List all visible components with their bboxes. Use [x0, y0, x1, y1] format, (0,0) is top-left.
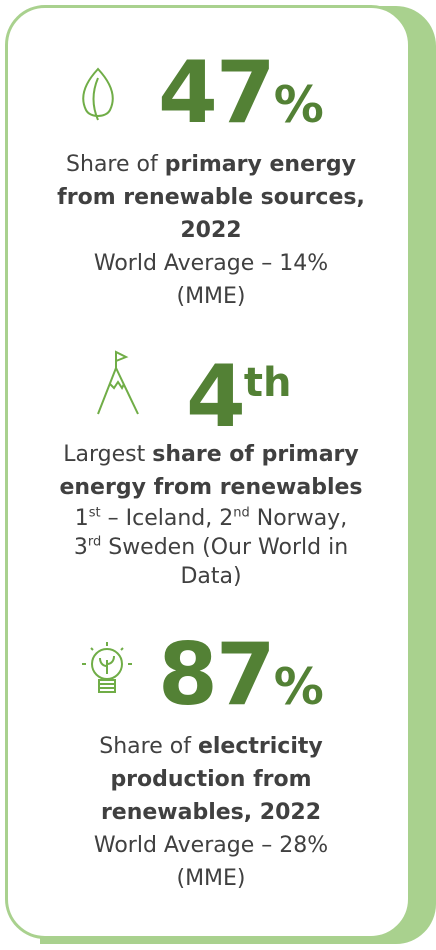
- text-run: share of primary energy from renewables: [59, 442, 363, 500]
- unit: %: [273, 658, 324, 716]
- unit: th: [243, 360, 292, 406]
- stat-item: 87% Share of electricity production from…: [8, 620, 414, 895]
- text-run: 1: [74, 506, 89, 531]
- stat-value: 87%: [158, 620, 324, 754]
- stat-item: 47% Share of primary energy from renewab…: [8, 38, 414, 313]
- stat-value: 4th: [186, 328, 291, 476]
- text-run: electricity production from renewables, …: [100, 734, 323, 825]
- description: Share of electricity production from ren…: [71, 730, 351, 829]
- description: Share of primary energy from renewable s…: [56, 148, 366, 247]
- stat-item: 4th Largest share of primary energy from…: [8, 328, 414, 591]
- mountain-icon: [97, 350, 139, 415]
- value: 4: [186, 347, 246, 447]
- text-run: rd: [87, 534, 102, 550]
- text-run: World Average – 14% (MME): [93, 251, 329, 309]
- value: 47: [158, 43, 276, 143]
- bulb-icon: [82, 642, 132, 693]
- unit: %: [273, 76, 324, 134]
- text-run: Share of: [66, 152, 165, 177]
- text-run: Sweden (Our World in Data): [101, 535, 349, 589]
- card: 47% Share of primary energy from renewab…: [5, 5, 411, 939]
- text-run: st: [88, 505, 101, 521]
- leaf-icon: [82, 67, 114, 121]
- value: 87: [158, 625, 276, 725]
- note: World Average – 28% (MME): [71, 829, 351, 895]
- text-run: Norway, 3: [73, 506, 348, 560]
- text-run: Largest: [63, 442, 153, 467]
- text-run: primary energy from renewable sources, 2…: [57, 152, 365, 243]
- description: Largest share of primary energy from ren…: [56, 438, 366, 504]
- text-run: – Iceland, 2: [100, 506, 234, 531]
- text-run: Share of: [99, 734, 198, 759]
- note: 1st – Iceland, 2nd Norway, 3rd Sweden (O…: [71, 504, 351, 591]
- text-run: nd: [233, 505, 250, 521]
- stat-value: 47%: [158, 38, 324, 172]
- note: World Average – 14% (MME): [56, 247, 366, 313]
- text-run: World Average – 28% (MME): [93, 833, 329, 891]
